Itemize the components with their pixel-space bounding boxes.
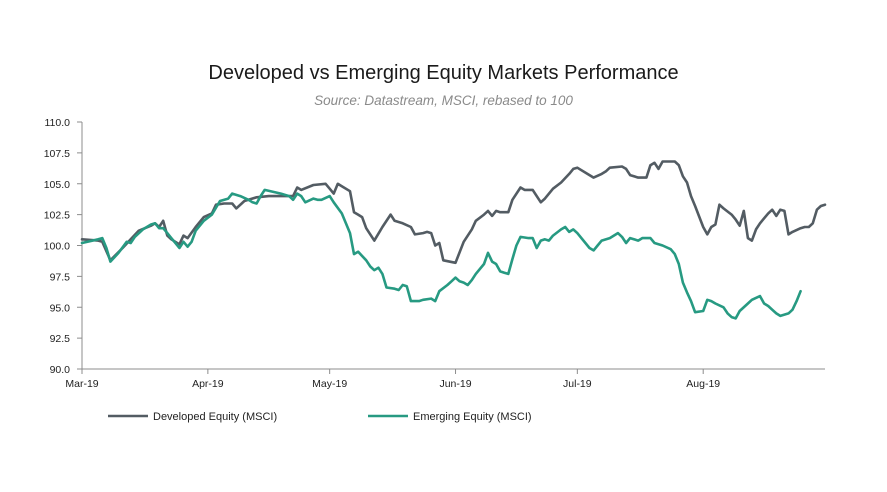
- y-tick-label: 107.5: [44, 148, 70, 160]
- series-line-emerging: [80, 188, 802, 320]
- x-tick-label: Apr-19: [192, 378, 224, 390]
- x-tick-label: May-19: [312, 378, 347, 390]
- chart-legend: Developed Equity (MSCI) Emerging Equity (…: [108, 411, 532, 423]
- y-tick-label: 95.0: [50, 302, 71, 314]
- y-tick-label: 92.5: [50, 333, 71, 345]
- legend-label: Developed Equity (MSCI): [153, 411, 277, 423]
- legend-label: Emerging Equity (MSCI): [413, 411, 532, 423]
- x-tick-label: Aug-19: [686, 378, 720, 390]
- x-tick-label: Mar-19: [65, 378, 98, 390]
- y-tick-label: 97.5: [50, 271, 71, 283]
- y-tick-label: 110.0: [45, 117, 71, 129]
- x-tick-label: Jul-19: [563, 378, 592, 390]
- y-tick-label: 105.0: [44, 179, 70, 191]
- chart-axes: 90.0 92.5 95.0 97.5 100.0 102.5 105.0 107.5 110.…: [44, 117, 825, 390]
- y-tick-label: 90.0: [50, 364, 71, 376]
- chart-title: Developed vs Emerging Equity Markets Per…: [208, 62, 679, 84]
- series-line-developed: [80, 160, 827, 265]
- y-tick-label: 102.5: [44, 210, 70, 222]
- x-tick-label: Jun-19: [439, 378, 471, 390]
- chart-subtitle: Source: Datastream, MSCI, rebased to 100: [314, 93, 573, 108]
- chart-series: [80, 160, 827, 320]
- y-tick-label: 100.0: [44, 241, 70, 253]
